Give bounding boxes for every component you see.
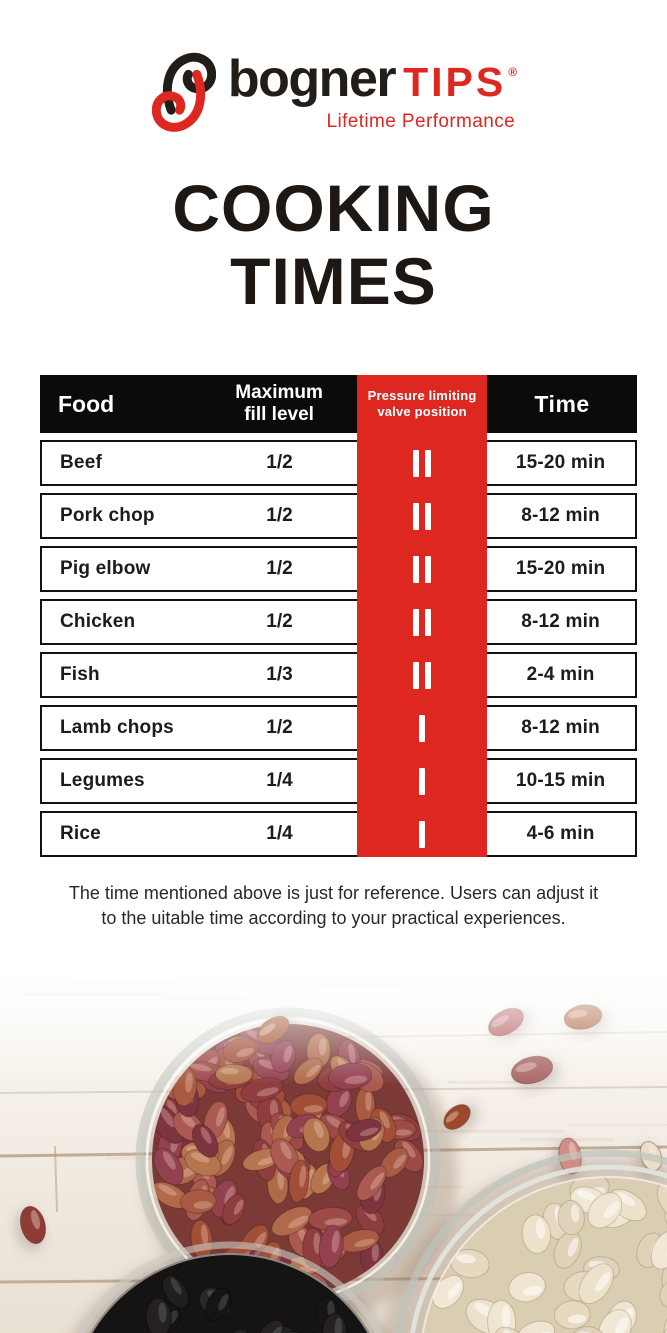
table-row: Pig elbow 1/2 15-20 min (40, 546, 637, 592)
cook-time: 15-20 min (515, 452, 606, 473)
brand-logo: bogner TIPS ® Lifetime Performance (0, 44, 667, 138)
table-row: Fish 1/3 2-4 min (40, 652, 637, 698)
header-fill-line1: Maximum (235, 381, 323, 403)
table-row: Legumes 1/4 10-15 min (40, 758, 637, 804)
cook-time: 4-6 min (526, 823, 595, 844)
fill-level: 1/4 (266, 823, 293, 844)
header-fill-level: Maximum fill level (201, 382, 357, 427)
valve-position-marks (357, 502, 486, 530)
fill-level: 1/2 (266, 558, 293, 579)
reference-note: The time mentioned above is just for ref… (68, 883, 599, 928)
valve-position-marks (357, 767, 486, 795)
valve-position-marks (357, 820, 486, 848)
fill-level: 1/2 (266, 611, 293, 632)
food-name: Pig elbow (60, 558, 151, 579)
title-line-2: TIMES (230, 244, 437, 319)
header-valve-line2: valve position (377, 404, 467, 419)
cook-time: 8-12 min (521, 611, 600, 632)
fill-level: 1/2 (266, 505, 293, 526)
food-name: Legumes (60, 770, 145, 791)
table-header-row: Food Maximum fill level Pressure limitin… (40, 375, 637, 433)
table-row: Pork chop 1/2 8-12 min (40, 493, 637, 539)
cooking-times-table: Food Maximum fill level Pressure limitin… (40, 375, 637, 857)
header-valve-line1: Pressure limiting (367, 387, 477, 403)
cook-time: 8-12 min (521, 505, 600, 526)
header-food: Food (58, 390, 115, 417)
brand-tagline: Lifetime Performance (326, 111, 516, 132)
food-name: Rice (60, 823, 101, 844)
brand-name: bogner (227, 50, 397, 108)
food-name: Lamb chops (60, 717, 174, 738)
bogner-logo-icon (151, 52, 216, 132)
header-valve-position: Pressure limiting valve position (357, 388, 487, 421)
food-name: Beef (60, 452, 102, 473)
brand-text: bogner TIPS ® Lifetime Performance (227, 49, 518, 133)
table-row: Rice 1/4 4-6 min (40, 811, 637, 857)
valve-position-marks (357, 555, 486, 583)
table-row: Lamb chops 1/2 8-12 min (40, 705, 637, 751)
registered-mark: ® (508, 65, 518, 79)
food-name: Pork chop (60, 505, 155, 526)
fill-level: 1/2 (266, 717, 293, 738)
fill-level: 1/4 (266, 770, 293, 791)
brand-suffix: TIPS (403, 59, 507, 105)
food-name: Chicken (60, 611, 136, 632)
table-row: Chicken 1/2 8-12 min (40, 599, 637, 645)
food-name: Fish (60, 664, 100, 685)
header-time: Time (534, 390, 590, 417)
cook-time: 15-20 min (515, 558, 606, 579)
cook-time: 2-4 min (526, 664, 595, 685)
cook-time: 8-12 min (521, 717, 600, 738)
page-title: COOKING TIMES (0, 171, 667, 319)
valve-position-marks (357, 449, 486, 477)
header-fill-line2: fill level (244, 404, 314, 425)
valve-position-marks (357, 714, 486, 742)
beans-photo (0, 960, 667, 1333)
table-row: Beef 1/2 15-20 min (40, 440, 637, 486)
valve-position-marks (357, 608, 486, 636)
valve-position-marks (357, 661, 486, 689)
cook-time: 10-15 min (515, 770, 606, 791)
fill-level: 1/3 (266, 664, 293, 685)
fill-level: 1/2 (266, 452, 293, 473)
title-line-1: COOKING (172, 171, 495, 245)
